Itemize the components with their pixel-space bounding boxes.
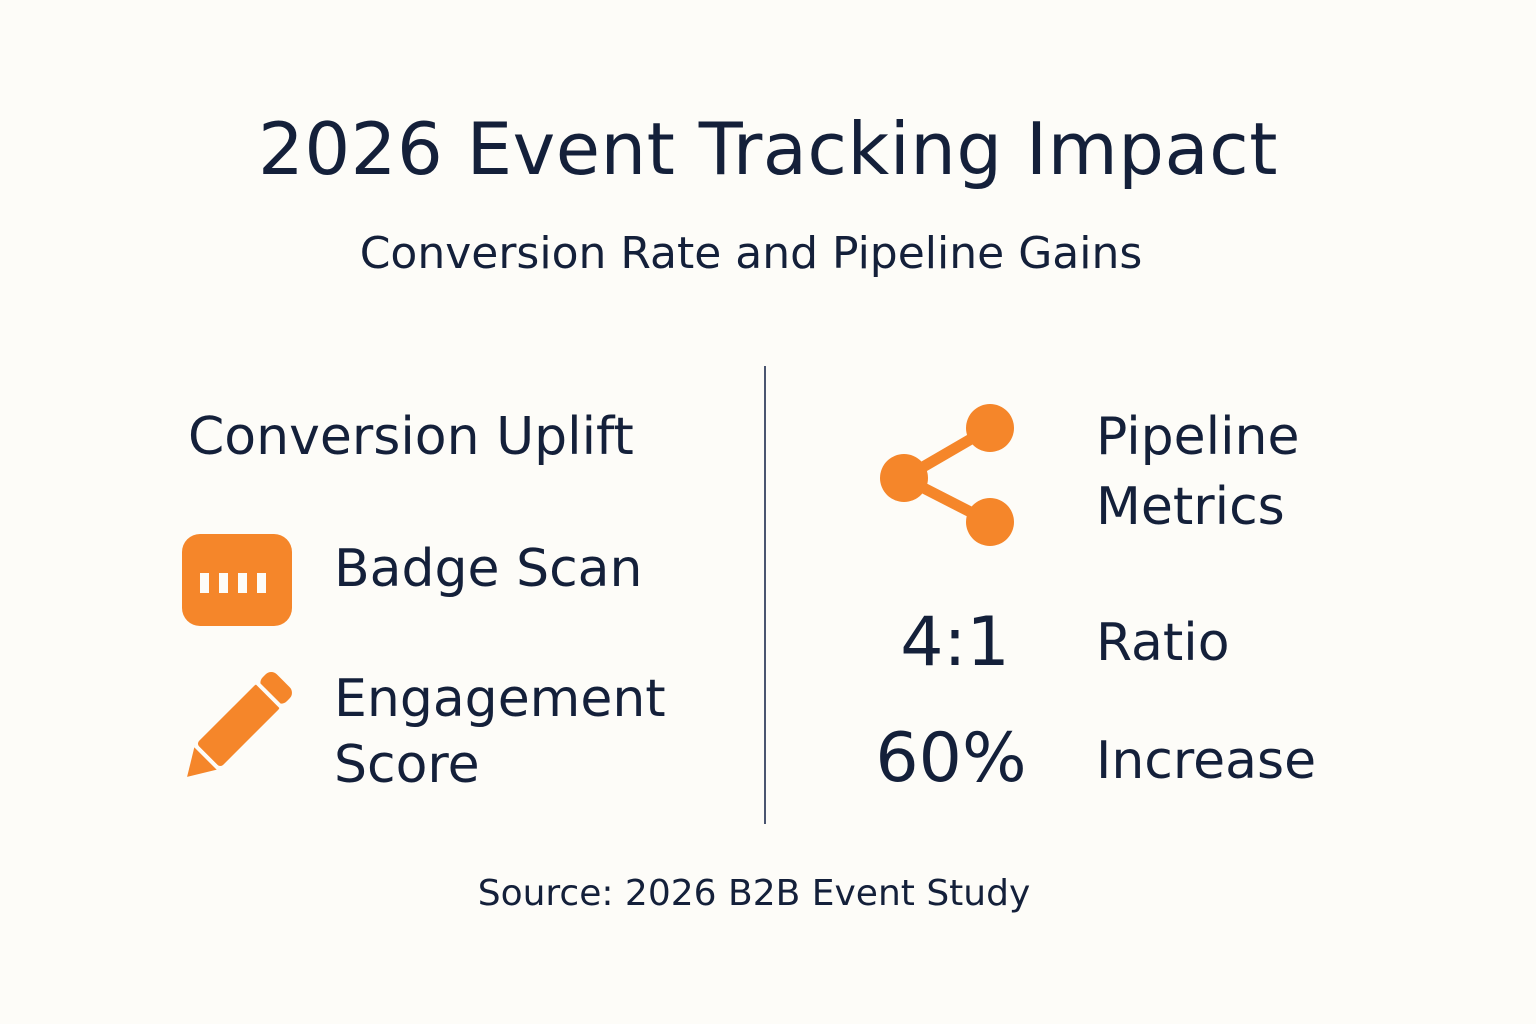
engagement-score-label-line1: Engagement [334,669,666,729]
pipeline-metrics-heading-line2: Metrics [1096,477,1285,537]
page-subtitle: Conversion Rate and Pipeline Gains [359,228,1143,279]
engagement-score-label-line2: Score [334,735,480,795]
badge-scan-label: Badge Scan [334,539,643,599]
increase-value: 60% [875,719,1027,798]
panel-divider [764,366,766,824]
pencil-icon [182,668,294,784]
share-icon [878,402,1018,550]
ratio-label: Ratio [1096,613,1230,673]
increase-label: Increase [1096,731,1317,791]
pipeline-metrics-heading-line1: Pipeline [1096,407,1300,467]
conversion-uplift-heading: Conversion Uplift [188,407,634,467]
source-note: Source: 2026 B2B Event Study [477,873,1031,914]
ratio-value: 4:1 [900,603,1010,682]
page-title: 2026 Event Tracking Impact [258,107,1278,191]
badge-scan-icon [182,534,292,626]
